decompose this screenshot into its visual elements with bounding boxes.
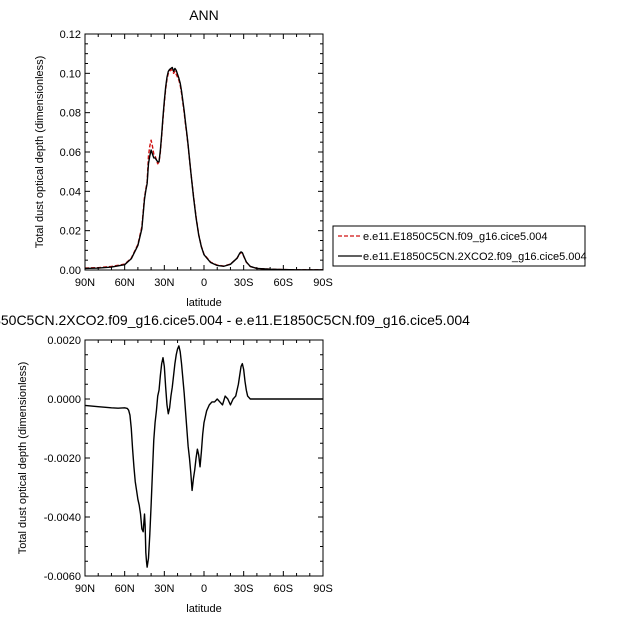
top-x-axis: 90N 60N 30N 0 30S 60S 90S [75,34,333,289]
bottom-plot-area [84,345,323,568]
bottom-x-tick-label: 30S [234,583,254,595]
top-y-axis-label: Total dust optical depth (dimensionless) [34,56,46,249]
bottom-y-tick-label: -0.0020 [44,453,81,465]
top-series-line-0 [84,68,323,271]
top-y-tick-label: 0.02 [60,226,81,238]
legend-label-2xco2: e.e11.E1850C5CN.2XCO2.f09_g16.cice5.004 [363,251,587,263]
bottom-chart-title: e.e11.E1850C5CN.2XCO2.f09_g16.cice5.004 … [0,312,470,328]
top-x-tick-label: 90S [313,277,333,289]
top-series-line-1 [84,66,323,271]
bottom-x-tick-label: 90S [313,583,333,595]
bottom-x-axis-label: latitude [186,603,221,615]
legend: e.e11.E1850C5CN.f09_g16.cice5.004 e.e11.… [332,225,587,267]
top-x-tick-label: 0 [201,277,207,289]
top-y-tick-label: 0.04 [60,186,81,198]
top-x-axis-label: latitude [186,297,221,309]
bottom-y-axis-label: Total dust optical depth (dimensionless) [17,362,29,555]
bottom-x-tick-label: 60N [115,583,135,595]
bottom-y-tick-label: -0.0040 [44,512,81,524]
bottom-series-line-0 [84,345,323,568]
top-chart-title: ANN [189,7,219,23]
top-x-tick-label: 90N [75,277,95,289]
bottom-y-axis: -0.0060 -0.0040 -0.0020 0.0000 0.0020 [44,335,323,583]
top-x-tick-label: 30N [154,277,174,289]
top-plot-area [84,66,323,271]
top-y-tick-label: 0.00 [60,265,81,277]
bottom-y-tick-label: 0.0000 [47,394,81,406]
top-x-tick-label: 60S [274,277,294,289]
legend-frame [332,225,586,267]
top-y-tick-label: 0.10 [60,68,81,80]
bottom-y-tick-label: -0.0060 [44,571,81,583]
top-y-axis: 0.00 0.02 0.04 0.06 0.08 0.10 0.12 [60,29,323,277]
top-x-tick-label: 60N [115,277,135,289]
bottom-x-axis: 90N 60N 30N 0 30S 60S 90S [75,340,333,595]
bottom-chart: e.e11.E1850C5CN.2XCO2.f09_g16.cice5.004 … [0,312,470,615]
top-plot-frame [84,33,324,271]
top-y-tick-label: 0.08 [60,108,81,120]
bottom-y-tick-label: 0.0020 [47,335,81,347]
bottom-x-tick-label: 30N [154,583,174,595]
top-chart: ANN 0.00 0.02 0.04 0.06 0.08 0.10 0.12 90N 60N 3… [34,7,333,309]
bottom-x-tick-label: 90N [75,583,95,595]
legend-label-control: e.e11.E1850C5CN.f09_g16.cice5.004 [363,231,548,243]
bottom-x-tick-label: 0 [201,583,207,595]
top-y-tick-label: 0.12 [60,29,81,41]
bottom-plot-frame [84,339,324,577]
bottom-x-tick-label: 60S [274,583,294,595]
top-y-tick-label: 0.06 [60,147,81,159]
top-x-tick-label: 30S [234,277,254,289]
